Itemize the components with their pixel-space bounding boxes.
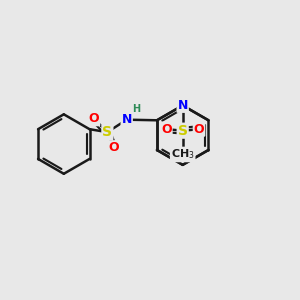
Text: H: H	[132, 104, 140, 114]
Text: O: O	[161, 123, 172, 136]
Text: O: O	[194, 123, 204, 136]
Text: S: S	[102, 125, 112, 139]
Text: N: N	[122, 113, 132, 126]
Text: O: O	[108, 141, 119, 154]
Text: CH$_3$: CH$_3$	[171, 148, 195, 161]
Text: O: O	[89, 112, 99, 125]
Text: N: N	[178, 99, 188, 112]
Text: S: S	[178, 124, 188, 138]
